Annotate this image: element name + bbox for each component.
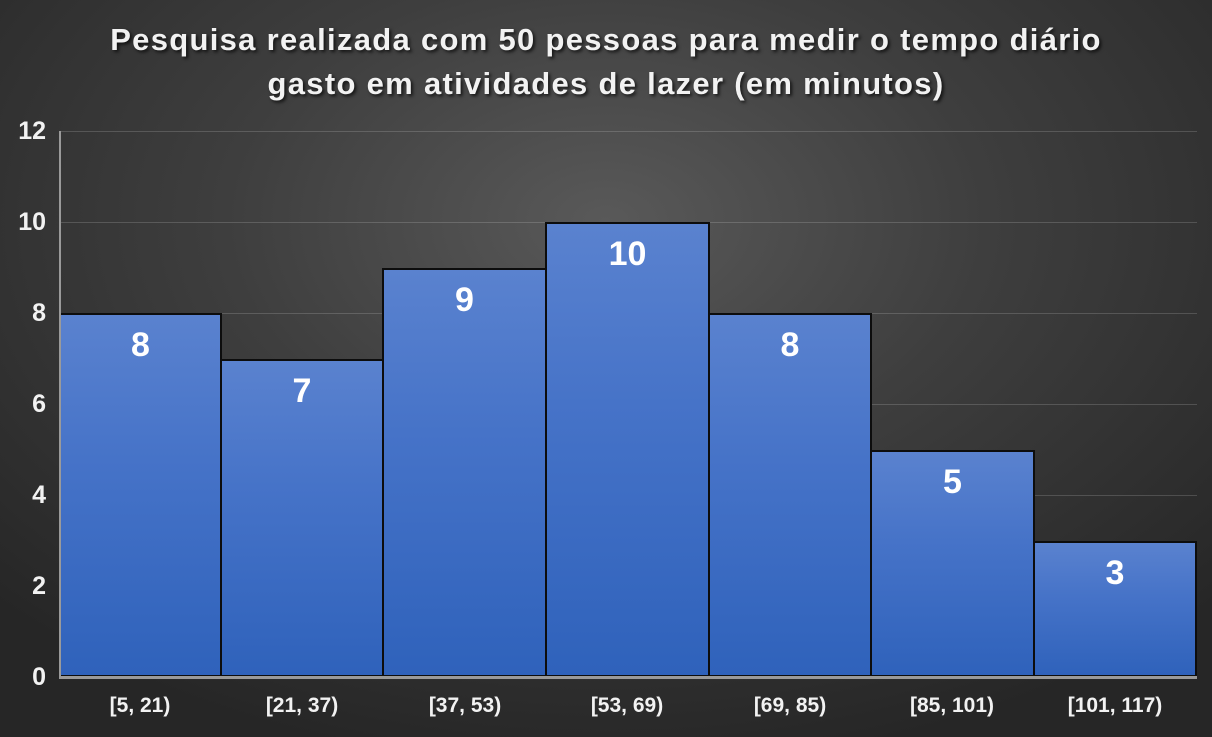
y-tick-8: 8 [32,299,46,327]
bar-37-53[interactable]: 9 [382,267,547,677]
bar-value-label: 8 [780,326,800,364]
y-axis-line [59,131,61,679]
bar-value-label: 5 [943,462,962,501]
bar-69-85[interactable]: 8 [708,313,872,677]
x-tick-53-69: [53, 69) [590,694,664,717]
bar-value-label: 9 [455,280,474,319]
x-tick-37-53: [37, 53) [428,694,502,717]
x-tick-101-117: [101, 117) [1067,694,1163,717]
bar-value-label: 8 [131,326,150,364]
y-tick-4: 4 [32,481,46,509]
x-tick-5-21: [5, 21) [109,694,171,717]
bar-85-101[interactable]: 5 [870,449,1035,677]
chart-title-line-2: gasto em atividades de lazer (em minutos… [267,66,945,101]
x-tick-21-37: [21, 37) [265,694,339,717]
x-tick-85-101: [85, 101) [909,694,995,717]
y-tick-10: 10 [18,208,46,236]
bar-value-label: 7 [292,371,312,410]
y-tick-6: 6 [32,390,46,418]
plot-area: 8 7 9 10 8 5 3 [59,131,1197,677]
y-tick-2: 2 [32,572,46,600]
y-tick-12: 12 [18,117,46,145]
chart-title-line-1: Pesquisa realizada com 50 pessoas para m… [110,22,1102,57]
bar-21-37[interactable]: 7 [220,358,384,677]
gridline-12 [59,131,1197,132]
bar-value-label: 10 [608,235,647,273]
bar-53-69[interactable]: 10 [545,222,710,677]
x-tick-69-85: [69, 85) [753,694,827,717]
x-axis-line [59,676,1197,679]
bar-101-117[interactable]: 3 [1033,540,1197,677]
y-tick-0: 0 [32,663,46,691]
bar-value-label: 3 [1105,553,1125,592]
bar-5-21[interactable]: 8 [59,313,222,677]
chart-title: Pesquisa realizada com 50 pessoas para m… [0,18,1212,106]
